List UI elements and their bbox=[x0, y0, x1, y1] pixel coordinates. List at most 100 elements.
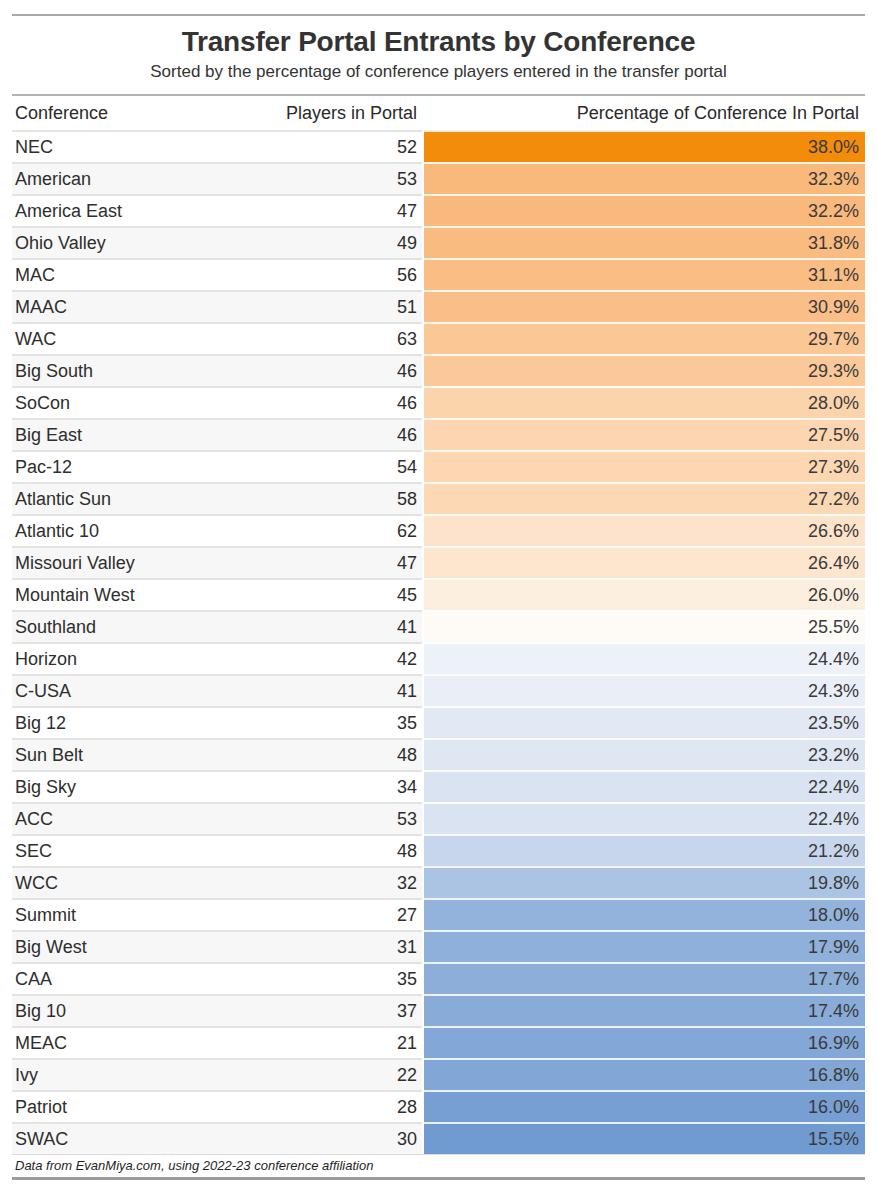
conference-name: Summit bbox=[12, 900, 247, 930]
percentage-cell: 29.7% bbox=[424, 322, 865, 354]
percentage-cell: 21.2% bbox=[424, 834, 865, 866]
table-row: ACC 53 22.4% bbox=[12, 802, 865, 834]
conference-name: NEC bbox=[12, 132, 247, 162]
conference-name: America East bbox=[12, 196, 247, 226]
table-row: Ivy 22 16.8% bbox=[12, 1058, 865, 1090]
percentage-value: 16.9% bbox=[808, 1033, 859, 1053]
row-left-cells: Summit 27 bbox=[12, 898, 422, 930]
players-count: 41 bbox=[247, 676, 422, 706]
column-header-players-in-portal: Players in Portal bbox=[247, 96, 422, 130]
players-count: 46 bbox=[247, 388, 422, 418]
percentage-cell: 32.2% bbox=[424, 194, 865, 226]
percentage-cell: 25.5% bbox=[424, 610, 865, 642]
percentage-value: 24.4% bbox=[808, 649, 859, 669]
players-count: 45 bbox=[247, 580, 422, 610]
table-row: Mountain West 45 26.0% bbox=[12, 578, 865, 610]
row-left-cells: Mountain West 45 bbox=[12, 578, 422, 610]
conference-name: ACC bbox=[12, 804, 247, 834]
percentage-value: 31.1% bbox=[808, 265, 859, 285]
players-count: 62 bbox=[247, 516, 422, 546]
percentage-cell: 32.3% bbox=[424, 162, 865, 194]
percentage-value: 19.8% bbox=[808, 873, 859, 893]
row-left-cells: Big East 46 bbox=[12, 418, 422, 450]
table-row: Summit 27 18.0% bbox=[12, 898, 865, 930]
row-left-cells: C-USA 41 bbox=[12, 674, 422, 706]
players-count: 35 bbox=[247, 708, 422, 738]
row-left-cells: MEAC 21 bbox=[12, 1026, 422, 1058]
percentage-cell: 22.4% bbox=[424, 770, 865, 802]
page-title: Transfer Portal Entrants by Conference bbox=[12, 16, 865, 60]
table-row: SEC 48 21.2% bbox=[12, 834, 865, 866]
row-left-cells: SoCon 46 bbox=[12, 386, 422, 418]
percentage-cell: 26.6% bbox=[424, 514, 865, 546]
conference-name: WAC bbox=[12, 324, 247, 354]
row-left-cells: Southland 41 bbox=[12, 610, 422, 642]
conference-name: Pac-12 bbox=[12, 452, 247, 482]
players-count: 31 bbox=[247, 932, 422, 962]
players-count: 49 bbox=[247, 228, 422, 258]
conference-name: SEC bbox=[12, 836, 247, 866]
percentage-cell: 16.0% bbox=[424, 1090, 865, 1122]
conference-name: Big East bbox=[12, 420, 247, 450]
percentage-cell: 26.4% bbox=[424, 546, 865, 578]
percentage-value: 18.0% bbox=[808, 905, 859, 925]
conference-name: CAA bbox=[12, 964, 247, 994]
table-row: Atlantic 10 62 26.6% bbox=[12, 514, 865, 546]
percentage-cell: 23.2% bbox=[424, 738, 865, 770]
conference-name: C-USA bbox=[12, 676, 247, 706]
table-row: Big 12 35 23.5% bbox=[12, 706, 865, 738]
conference-name: WCC bbox=[12, 868, 247, 898]
conference-name: Patriot bbox=[12, 1092, 247, 1122]
players-count: 48 bbox=[247, 740, 422, 770]
page-subtitle: Sorted by the percentage of conference p… bbox=[12, 60, 865, 94]
conference-name: American bbox=[12, 164, 247, 194]
row-left-cells: NEC 52 bbox=[12, 130, 422, 162]
percentage-value: 15.5% bbox=[808, 1129, 859, 1149]
table-row: NEC 52 38.0% bbox=[12, 130, 865, 162]
conference-name: Big West bbox=[12, 932, 247, 962]
table-row: Big 10 37 17.4% bbox=[12, 994, 865, 1026]
players-count: 51 bbox=[247, 292, 422, 322]
row-left-cells: MAAC 51 bbox=[12, 290, 422, 322]
conference-name: MAAC bbox=[12, 292, 247, 322]
percentage-cell: 24.4% bbox=[424, 642, 865, 674]
percentage-value: 29.7% bbox=[808, 329, 859, 349]
players-count: 46 bbox=[247, 420, 422, 450]
percentage-cell: 31.8% bbox=[424, 226, 865, 258]
percentage-value: 25.5% bbox=[808, 617, 859, 637]
row-left-cells: Patriot 28 bbox=[12, 1090, 422, 1122]
row-left-cells: Big West 31 bbox=[12, 930, 422, 962]
table-row: CAA 35 17.7% bbox=[12, 962, 865, 994]
percentage-cell: 16.8% bbox=[424, 1058, 865, 1090]
percentage-value: 27.5% bbox=[808, 425, 859, 445]
players-count: 27 bbox=[247, 900, 422, 930]
percentage-value: 30.9% bbox=[808, 297, 859, 317]
players-count: 42 bbox=[247, 644, 422, 674]
transfer-portal-table-page: Transfer Portal Entrants by Conference S… bbox=[0, 0, 877, 1199]
percentage-value: 26.6% bbox=[808, 521, 859, 541]
row-left-cells: Ohio Valley 49 bbox=[12, 226, 422, 258]
row-left-cells: Ivy 22 bbox=[12, 1058, 422, 1090]
percentage-value: 26.0% bbox=[808, 585, 859, 605]
source-note: Data from EvanMiya.com, using 2022-23 co… bbox=[12, 1154, 865, 1177]
players-count: 52 bbox=[247, 132, 422, 162]
percentage-value: 16.8% bbox=[808, 1065, 859, 1085]
row-left-cells: WAC 63 bbox=[12, 322, 422, 354]
bottom-rule bbox=[12, 1177, 865, 1180]
table-row: SoCon 46 28.0% bbox=[12, 386, 865, 418]
percentage-cell: 30.9% bbox=[424, 290, 865, 322]
row-left-cells: Big 12 35 bbox=[12, 706, 422, 738]
conference-name: Missouri Valley bbox=[12, 548, 247, 578]
percentage-cell: 17.9% bbox=[424, 930, 865, 962]
percentage-value: 17.4% bbox=[808, 1001, 859, 1021]
row-left-cells: SWAC 30 bbox=[12, 1122, 422, 1154]
row-left-cells: ACC 53 bbox=[12, 802, 422, 834]
percentage-value: 27.3% bbox=[808, 457, 859, 477]
row-left-cells: WCC 32 bbox=[12, 866, 422, 898]
players-count: 41 bbox=[247, 612, 422, 642]
table-row: Horizon 42 24.4% bbox=[12, 642, 865, 674]
table-row: MEAC 21 16.9% bbox=[12, 1026, 865, 1058]
conference-name: Big Sky bbox=[12, 772, 247, 802]
row-left-cells: Horizon 42 bbox=[12, 642, 422, 674]
percentage-cell: 22.4% bbox=[424, 802, 865, 834]
